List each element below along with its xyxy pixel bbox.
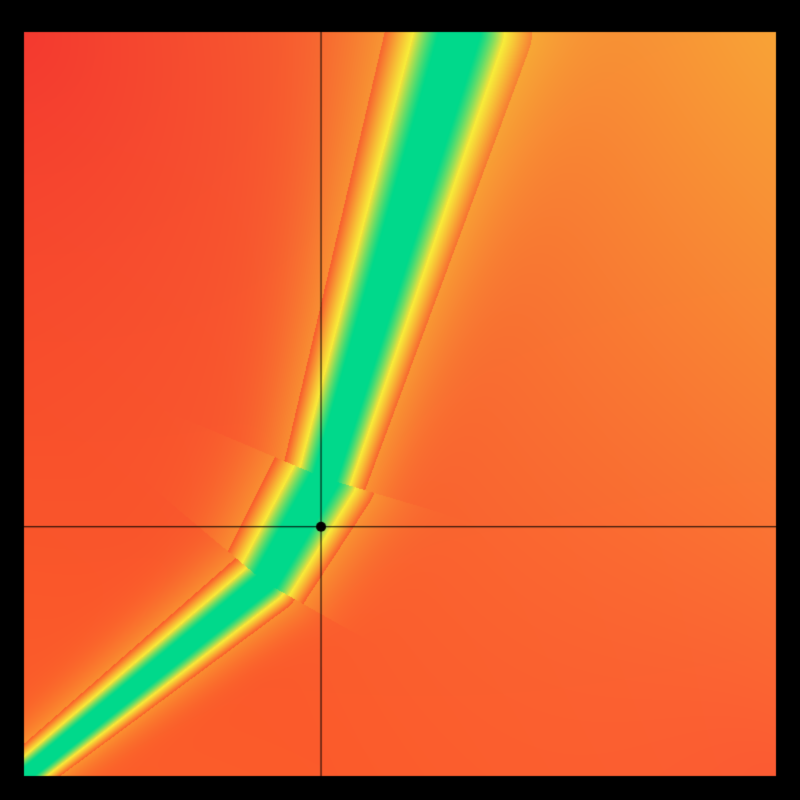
heatmap-canvas xyxy=(0,0,800,800)
chart-container: TheBottleneck.com xyxy=(0,0,800,800)
